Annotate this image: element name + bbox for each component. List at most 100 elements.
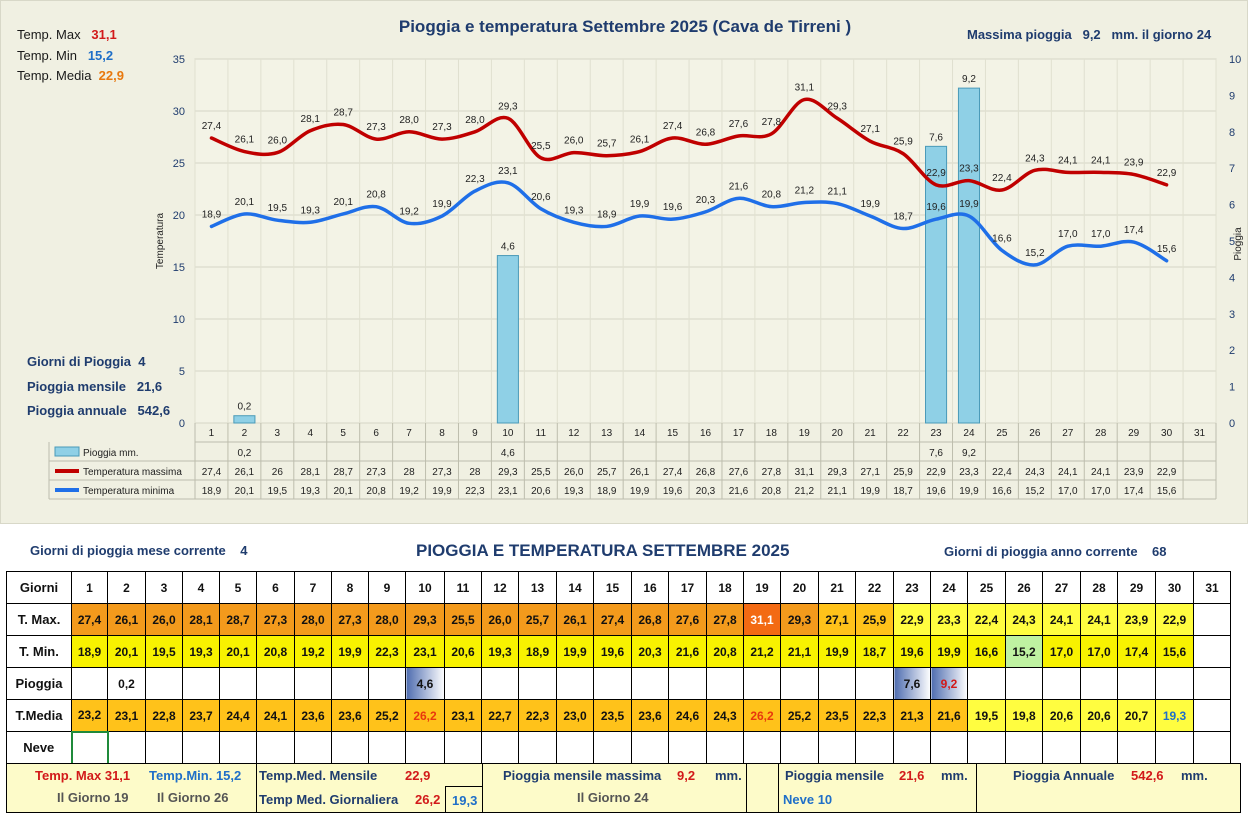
row-tmin-cell: 20,8: [706, 635, 744, 668]
tmin-point-label: 21,6: [729, 181, 749, 192]
x-tick-label: 16: [700, 428, 712, 439]
row-tmedia-cell: 24,4: [219, 699, 257, 732]
summary-mensile-value: 21,6: [136, 379, 163, 394]
x-tick-label: 11: [536, 428, 547, 439]
y-axis-title: Temperatura: [155, 212, 166, 269]
row-pioggia-cell: [1080, 667, 1118, 700]
row-tmin-cell: 20,6: [444, 635, 482, 668]
table-value: 22,9: [1157, 467, 1177, 478]
rain-bar-label: 4,6: [501, 242, 515, 253]
table-value: 19,9: [860, 486, 880, 497]
row-giorni-cell: 15: [593, 571, 632, 604]
table-value: 28: [469, 467, 481, 478]
tmin-point-label: 16,6: [992, 233, 1012, 244]
tmin-point-label: 20,1: [235, 197, 255, 208]
row-tmax-cell: 22,9: [1155, 603, 1194, 636]
row-tmedia: T.Media 23,2 23,1 22,8 23,7 24,4 24,1 23,6 23,6 2…: [6, 699, 1231, 732]
stat-tmin-value: 15,2: [87, 48, 114, 63]
rain-month-value: 4: [240, 543, 248, 558]
summary-giorni-label: Giorni di Pioggia: [27, 354, 131, 369]
row-pioggia-cell: [71, 667, 108, 700]
row-tmedia-cell: 26,2: [743, 699, 781, 732]
row-tmedia-cell: 23,6: [331, 699, 369, 732]
bottom-tmin-value: 15,2: [215, 768, 242, 783]
row-tmedia-cell: 22,3: [518, 699, 557, 732]
row-giorni-cell: 29: [1117, 571, 1156, 604]
row-neve-cell: [556, 731, 594, 764]
row-giorni-cell: 12: [481, 571, 519, 604]
row-tmin-cell: 19,9: [930, 635, 968, 668]
row-pioggia-cell: 9,2: [930, 667, 968, 700]
row-giorni-cell: 25: [967, 571, 1006, 604]
table-value: 17,4: [1124, 486, 1144, 497]
tmin-point-label: 17,4: [1124, 225, 1144, 236]
y2-tick-label: 1: [1229, 382, 1235, 394]
tmax-line: [209, 97, 1169, 192]
row-pioggia-cell: [668, 667, 707, 700]
tmax-point-label: 27,4: [663, 121, 683, 132]
data-table: Giorni 1 2 3 4 5 6 7 8 9 10 11 12 13 14 15 16 17 18 19 20 21 2…: [6, 571, 1231, 765]
table-value: 29,3: [498, 467, 518, 478]
bottom-pioggia-annuale: Pioggia Annuale 542,6 mm.: [977, 764, 1242, 812]
row-neve-cell: [668, 731, 707, 764]
tmax-point-label: 27,4: [202, 121, 222, 132]
row-tmax-cell: 25,9: [855, 603, 894, 636]
table-value: 15,6: [1157, 486, 1177, 497]
row-neve-cell: [405, 731, 445, 764]
row-tmax-cell: 27,8: [706, 603, 744, 636]
tmax-point-label: 26,0: [268, 136, 288, 147]
y2-tick-label: 3: [1229, 309, 1235, 321]
tmin-point-label: 19,3: [564, 205, 584, 216]
row-giorni-cell: 24: [930, 571, 968, 604]
row-giorni-cell: 20: [780, 571, 819, 604]
row-giorni-cell: 21: [818, 571, 856, 604]
row-tmedia-cell: 23,1: [107, 699, 146, 732]
x-tick-label: 27: [1062, 428, 1074, 439]
table-value: 23,9: [1124, 467, 1144, 478]
y-tick-label: 5: [179, 366, 185, 378]
table-value: 24,1: [1058, 467, 1078, 478]
table-value: 27,3: [432, 467, 452, 478]
row-pioggia-cell: [145, 667, 183, 700]
table-value: 20,8: [762, 486, 782, 497]
table-value: 19,6: [663, 486, 683, 497]
tmax-point-label: 28,1: [301, 114, 321, 125]
row-giorni: Giorni 1 2 3 4 5 6 7 8 9 10 11 12 13 14 15 16 17 18 19 20 21 2…: [6, 571, 1231, 604]
y2-tick-label: 7: [1229, 163, 1235, 175]
summary-mensile-label: Pioggia mensile: [27, 379, 126, 394]
tmax-point-label: 26,8: [696, 127, 716, 138]
row-tmin-cell: 23,1: [405, 635, 445, 668]
table-value: 28,7: [333, 467, 353, 478]
row-tmax-cell: 27,4: [593, 603, 632, 636]
y2-tick-label: 4: [1229, 272, 1235, 284]
row-tmin-cell: 19,5: [145, 635, 183, 668]
row-tmax-cell: 24,3: [1005, 603, 1043, 636]
row-tmin-cell: 19,3: [182, 635, 220, 668]
legend-tmin-label: Temperatura minima: [83, 486, 175, 497]
bottom-pioggia-annuale-value: 542,6: [1131, 768, 1164, 783]
row-tmax-cell: 29,3: [405, 603, 445, 636]
row-giorni-cell: 31: [1193, 571, 1231, 604]
row-tmax-cell: 31,1: [743, 603, 781, 636]
chart-panel: 0 5 10 15 20 25 30 35 0 1 2 3 4 5 6 7 8 9 10 Temperatura Pio…: [0, 0, 1248, 524]
x-tick-label: 6: [373, 428, 379, 439]
row-tmax-cell: 22,9: [893, 603, 931, 636]
summary-annuale: Pioggia annuale 542,6: [27, 403, 170, 418]
row-tmedia-cell: 23,2: [71, 699, 108, 732]
x-tick-label: 26: [1029, 428, 1041, 439]
bottom-tmed-giorn-min: 19,3: [452, 793, 478, 808]
bottom-tmax: Temp. Max 31,1: [35, 768, 130, 783]
y-tick-label: 30: [173, 106, 185, 118]
row-giorni-cell: 14: [556, 571, 594, 604]
tmin-point-label: 15,2: [1025, 248, 1045, 259]
row-neve-cell: [219, 731, 257, 764]
row-pioggia-cell: [1042, 667, 1081, 700]
neve-cell-selected[interactable]: [70, 730, 109, 765]
table-value: 16,6: [992, 486, 1012, 497]
row-neve-cell: [481, 731, 519, 764]
tmax-point-label: 25,5: [531, 141, 551, 152]
row-neve-cell: [331, 731, 369, 764]
max-rain-label: Massima pioggia: [967, 27, 1072, 42]
tmin-point-label: 19,5: [268, 203, 288, 214]
row-tmin-cell: 21,1: [780, 635, 819, 668]
